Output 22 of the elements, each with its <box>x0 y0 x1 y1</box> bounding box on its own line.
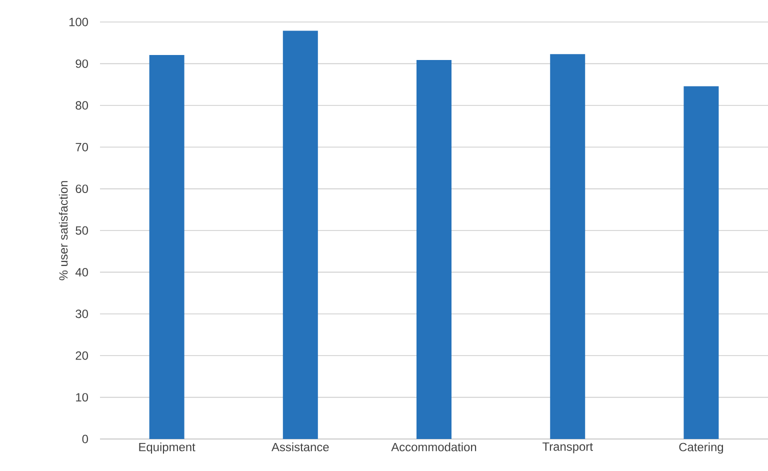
bar <box>684 86 719 439</box>
x-tick-label: Transport <box>542 442 593 454</box>
y-tick-label: 0 <box>82 434 88 444</box>
y-tick-label: 100 <box>69 18 88 26</box>
y-tick-label: 30 <box>76 310 88 318</box>
y-tick-label: 50 <box>76 226 88 235</box>
y-tick-label: 60 <box>76 184 88 194</box>
y-tick-label: 70 <box>76 142 88 152</box>
y-tick-label: 40 <box>75 268 88 276</box>
x-tick-label: Assistance <box>272 442 329 452</box>
bar <box>149 54 184 439</box>
x-tick-label: Equipment <box>139 442 196 454</box>
bar <box>416 60 452 439</box>
y-axis-title: % user satisfaction <box>58 181 68 280</box>
y-tick-label: 20 <box>76 351 88 360</box>
x-tick-label: Accommodation <box>391 442 476 452</box>
y-tick-label: 80 <box>76 101 88 110</box>
y-tick-label: 90 <box>76 59 88 68</box>
bar <box>550 54 586 439</box>
y-tick-label: 10 <box>76 393 88 402</box>
bar <box>282 30 318 439</box>
x-tick-label: Catering <box>679 442 724 454</box>
